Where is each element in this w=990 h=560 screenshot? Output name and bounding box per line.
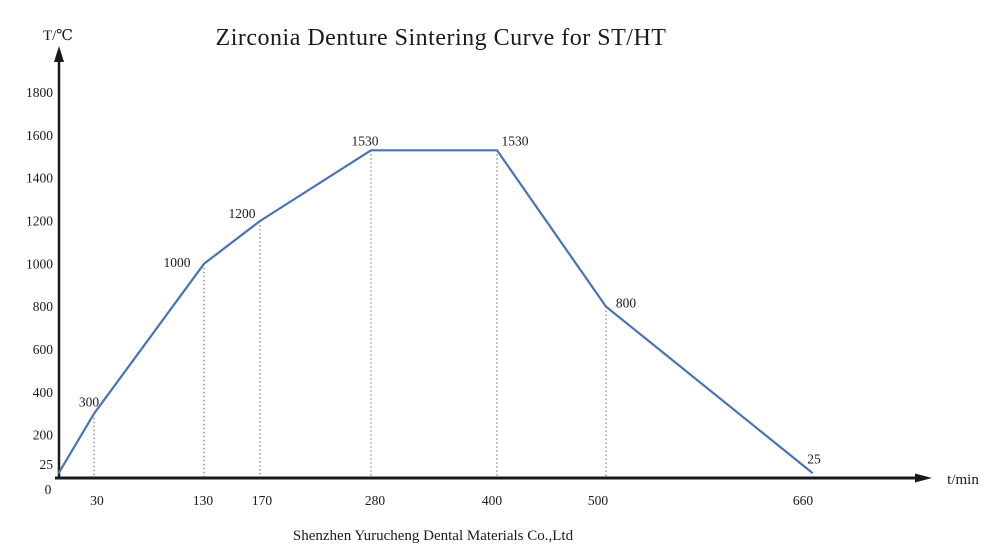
origin-label: 0 [45,482,52,497]
chart-title: Zirconia Denture Sintering Curve for ST/… [215,25,667,51]
x-axis-arrow-icon [915,473,932,483]
point-label: 800 [616,296,637,311]
point-label: 1530 [502,133,529,148]
temperature-curve-line [57,149,814,474]
point-label: 25 [807,452,821,467]
y-tick-label: 1800 [26,85,53,100]
x-tick-label: 130 [193,493,214,508]
y-tick-label: 1200 [26,214,53,229]
y-tick-label: 800 [33,299,54,314]
y-tick-label: 1600 [26,128,53,143]
y-tick-label: 1400 [26,171,53,186]
y-axis-arrow-icon [54,46,64,62]
x-axis-unit-label: t/min [947,472,979,488]
point-label: 300 [79,395,100,410]
y-tick-label: 600 [33,342,54,357]
y-tick-label: 400 [33,385,54,400]
point-label: 1000 [164,255,191,270]
point-label: 1200 [229,206,256,221]
x-tick-label: 170 [252,493,273,508]
x-tick-label: 500 [588,493,609,508]
y-tick-label: 200 [33,428,54,443]
point-label: 1530 [352,133,379,148]
company-name: Shenzhen Yurucheng Dental Materials Co.,… [292,528,574,544]
y-tick-label: 25 [40,457,54,472]
x-tick-label: 280 [365,493,386,508]
y-axis-unit-label: T/℃ [42,28,74,44]
y-tick-label: 1000 [26,256,53,271]
x-tick-label: 400 [482,493,503,508]
x-tick-label: 660 [793,493,814,508]
x-tick-label: 30 [90,493,104,508]
